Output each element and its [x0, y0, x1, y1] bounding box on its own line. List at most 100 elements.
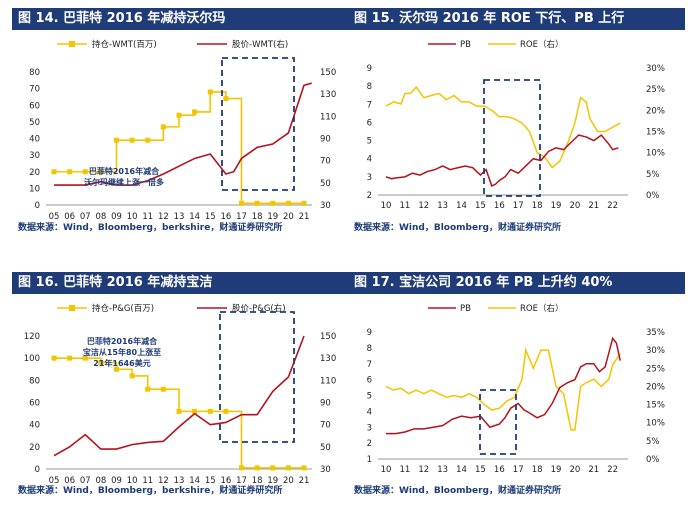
y-left-tick-label: 5: [367, 392, 372, 402]
y-right-tick-label: 50: [320, 443, 331, 453]
holdings-point: [160, 386, 166, 392]
y-right-tick-label: 20%: [646, 382, 665, 392]
x-tick-label: 06: [64, 212, 75, 220]
x-tick-label: 11: [142, 476, 153, 484]
holdings-point: [98, 360, 104, 366]
x-tick-label: 11: [399, 465, 410, 475]
y-left-tick-label: 70: [29, 85, 40, 95]
price-line: [54, 82, 313, 186]
x-tick-label: 10: [381, 201, 392, 211]
y-right-tick-label: 70: [320, 157, 331, 167]
x-tick-label: 08: [95, 212, 106, 220]
y-left-tick-label: 50: [29, 118, 40, 128]
y-left-tick-label: 4: [367, 155, 372, 165]
holdings-point: [145, 386, 151, 392]
holdings-point: [285, 465, 291, 471]
holdings-point: [239, 465, 244, 471]
legend-label-roe: ROE（右）: [520, 39, 563, 50]
x-tick-label: 15: [475, 201, 486, 211]
x-tick-label: 15: [475, 465, 486, 475]
x-tick-label: 05: [49, 476, 60, 484]
x-tick-label: 20: [283, 212, 294, 220]
x-tick-label: 14: [189, 212, 200, 220]
figure-14-source: 数据来源：Wind，Bloomberg，berkshire，财通证券研究所: [18, 223, 283, 233]
holdings-point: [270, 200, 276, 206]
x-tick-label: 17: [513, 201, 524, 211]
holdings-point: [51, 355, 57, 361]
y-left-tick-label: 6: [367, 376, 372, 386]
figure-17: 图 17. 宝洁公司 2016 年 PB 上升约 40% 1 2 3 4 5 6 7 8 9 0%…: [348, 272, 685, 496]
chart-15: 2 3 4 5 6 7 8 9 0% 5% 10% 15% 20% 25% 30% 10 11 12 13 14 15 1…: [367, 39, 665, 211]
roe-line: [385, 85, 621, 169]
x-tick-label: 16: [494, 465, 505, 475]
y-left-tick-label: 20: [29, 443, 40, 453]
figure-16-source: 数据来源：Wind，Bloomberg，berkshire，财通证券研究所: [18, 486, 283, 496]
figure-15-source: 数据来源：Wind，Bloomberg，财通证券研究所: [354, 223, 561, 233]
x-tick-label: 18: [532, 465, 543, 475]
holdings-point: [114, 366, 119, 372]
holdings-point: [67, 169, 73, 175]
x-tick-label: 17: [236, 476, 247, 484]
x-tick-label: 09: [111, 212, 122, 220]
y-left-tick-label: 3: [367, 173, 372, 183]
holdings-point: [254, 465, 260, 471]
y-left-tick-label: 2: [367, 439, 372, 449]
x-tick-label: 16: [494, 201, 505, 211]
figure-17-source: 数据来源：Wind，Bloomberg，财通证券研究所: [354, 486, 561, 496]
x-tick-label: 10: [127, 476, 138, 484]
legend-marker-holdings: [69, 41, 75, 47]
holdings-point: [254, 200, 260, 206]
x-tick-label: 11: [399, 201, 410, 211]
annotation-text: 沃尔玛继续上涨一倍多: [84, 177, 164, 187]
x-tick-label: 20: [283, 476, 294, 484]
legend-label-pb: PB: [460, 40, 471, 50]
y-left-tick-label: 60: [29, 399, 40, 409]
x-tick-label: 21: [588, 201, 599, 211]
y-right-tick-label: 25%: [646, 85, 665, 95]
x-tick-label: 12: [418, 465, 429, 475]
y-right-tick-label: 35%: [646, 328, 665, 338]
y-left-tick-label: 8: [367, 82, 372, 92]
x-tick-label: 17: [236, 212, 247, 220]
x-tick-label: 09: [111, 476, 122, 484]
y-left-tick-label: 6: [367, 118, 372, 128]
y-left-tick-label: 80: [29, 68, 40, 78]
y-left-tick-label: 60: [29, 101, 40, 111]
y-left-tick-label: 80: [29, 376, 40, 386]
y-right-tick-label: 90: [320, 135, 331, 145]
annotation-text: 巴菲特2016年减合: [87, 336, 158, 346]
holdings-line: [54, 91, 304, 205]
y-left-tick-label: 20: [29, 168, 40, 178]
chart-14: 0 10 20 30 40 50 60 70 80 30 50 70 90 110 130 150 05 06 07…: [29, 39, 336, 220]
x-tick-label: 21: [299, 476, 310, 484]
y-right-tick-label: 0%: [646, 455, 660, 465]
y-left-tick-label: 9: [367, 64, 372, 74]
y-right-tick-label: 130: [320, 90, 336, 100]
y-right-tick-label: 150: [320, 332, 336, 342]
holdings-point: [176, 112, 182, 118]
x-tick-label: 16: [220, 476, 231, 484]
y-left-tick-label: 0: [35, 201, 40, 211]
y-right-tick-label: 30%: [646, 64, 665, 74]
x-tick-label: 07: [80, 476, 91, 484]
x-tick-label: 15: [205, 212, 216, 220]
figure-15: 图 15. 沃尔玛 2016 年 ROE 下行、PB 上行 2 3 4 5 6 7 8 9 0%…: [348, 8, 685, 233]
holdings-point: [82, 169, 88, 175]
holdings-point: [114, 137, 119, 143]
annotation-text: 宝洁从15年80上涨至: [83, 347, 161, 357]
legend-marker-holdings: [69, 305, 75, 311]
x-tick-label: 13: [437, 465, 448, 475]
holdings-point: [145, 137, 151, 143]
x-tick-label: 19: [551, 465, 562, 475]
y-right-tick-label: 15%: [646, 128, 665, 138]
x-tick-label: 19: [551, 201, 562, 211]
x-tick-label: 10: [127, 212, 138, 220]
holdings-point: [82, 355, 88, 361]
holdings-point: [207, 408, 213, 414]
y-right-tick-label: 30%: [646, 346, 665, 356]
x-tick-label: 11: [142, 212, 153, 220]
y-right-tick-label: 70: [320, 421, 331, 431]
x-tick-label: 05: [49, 212, 60, 220]
holdings-point: [129, 137, 135, 143]
legend-label-roe: ROE（右）: [520, 303, 563, 314]
